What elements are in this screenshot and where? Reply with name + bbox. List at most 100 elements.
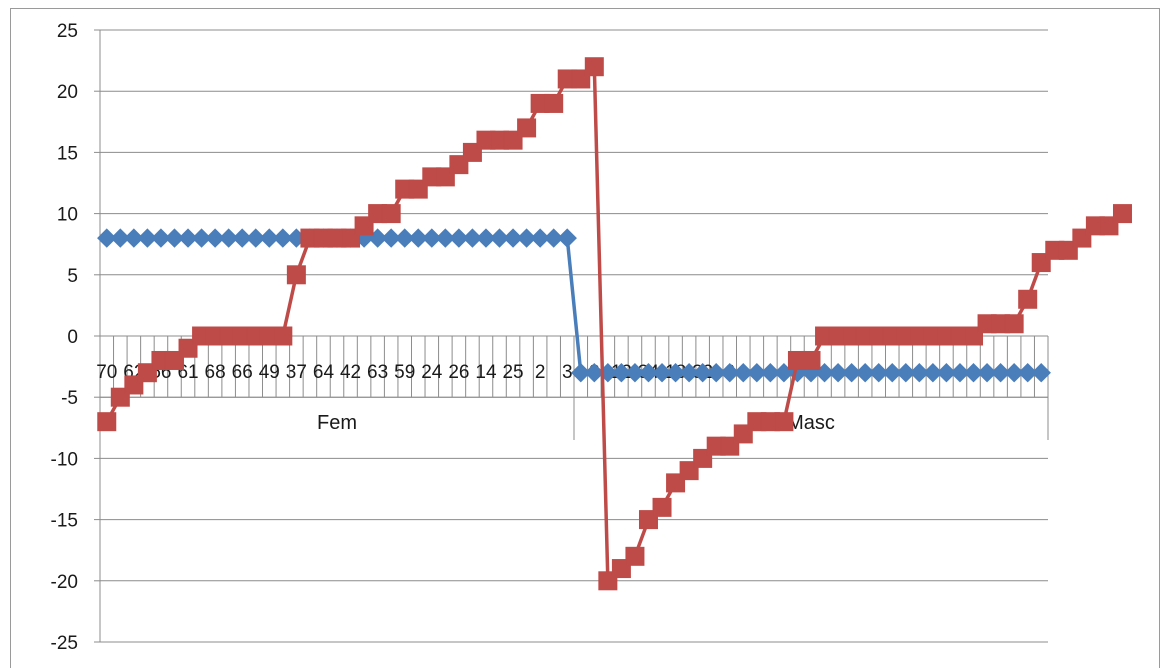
y-tick-label: -15 xyxy=(51,511,78,532)
data-point-square xyxy=(544,93,564,113)
y-tick-label: -25 xyxy=(51,633,78,653)
data-point-diamond xyxy=(137,228,158,248)
x-tick-label: 25 xyxy=(502,362,523,383)
y-tick-label: -10 xyxy=(51,449,78,470)
data-point-diamond xyxy=(408,228,428,248)
data-point-diamond xyxy=(205,228,225,248)
data-point-diamond xyxy=(692,363,713,383)
data-point-diamond xyxy=(530,228,550,248)
data-point-diamond xyxy=(990,363,1011,383)
gridlines xyxy=(100,29,1048,643)
data-point-diamond xyxy=(611,363,632,383)
data-point-square xyxy=(584,57,604,77)
x-tick-label: 42 xyxy=(340,362,361,383)
x-tick-label: 26 xyxy=(448,362,469,383)
data-point-diamond xyxy=(869,363,889,383)
data-point-square xyxy=(517,118,537,138)
data-point-diamond xyxy=(97,228,117,248)
data-point-diamond xyxy=(706,363,726,383)
data-point-diamond xyxy=(246,228,266,248)
data-point-diamond xyxy=(896,363,916,383)
data-point-diamond xyxy=(977,363,997,383)
y-tick-label: 10 xyxy=(57,205,78,226)
data-point-square xyxy=(1004,314,1024,334)
data-point-diamond xyxy=(178,228,198,248)
data-point-diamond xyxy=(571,363,591,383)
data-point-diamond xyxy=(584,363,605,383)
x-tick-label: 70 xyxy=(96,362,117,383)
x-tick-label: 59 xyxy=(394,362,415,383)
data-point-diamond xyxy=(543,228,564,248)
y-tick-label: -20 xyxy=(51,572,78,593)
data-point-diamond xyxy=(124,228,144,248)
group-labels: Fem Masc xyxy=(317,412,835,434)
data-point-diamond xyxy=(638,363,659,383)
data-point-diamond xyxy=(923,363,943,383)
data-point-diamond xyxy=(855,363,875,383)
series-line xyxy=(105,64,1124,583)
data-point-diamond xyxy=(625,363,645,383)
y-tick-label: 20 xyxy=(57,82,78,103)
y-tick-label: 0 xyxy=(67,327,78,348)
data-point-diamond xyxy=(110,228,131,248)
data-point-square xyxy=(273,326,293,346)
group-label: Masc xyxy=(787,412,835,434)
data-point-square xyxy=(1018,289,1038,309)
chart-frame xyxy=(10,8,1160,668)
data-point-diamond xyxy=(259,228,279,248)
data-point-diamond xyxy=(191,228,212,248)
data-point-diamond xyxy=(462,228,483,248)
x-tick-label: 66 xyxy=(232,362,253,383)
data-point-diamond xyxy=(489,228,510,248)
data-point-square xyxy=(652,497,672,517)
data-point-diamond xyxy=(909,363,930,383)
data-point-diamond xyxy=(503,228,523,248)
x-tick-label: 24 xyxy=(421,362,443,383)
data-point-diamond xyxy=(733,363,753,383)
series-2 xyxy=(97,57,1132,591)
data-point-diamond xyxy=(516,228,537,248)
data-point-diamond xyxy=(1017,363,1038,383)
data-point-diamond xyxy=(449,228,469,248)
data-point-diamond xyxy=(435,228,456,248)
data-point-diamond xyxy=(557,228,577,248)
data-point-diamond xyxy=(760,363,781,383)
data-point-diamond xyxy=(151,228,171,248)
data-point-diamond xyxy=(950,363,970,383)
axes xyxy=(94,29,1049,643)
data-point-diamond xyxy=(679,363,699,383)
data-point-diamond xyxy=(747,363,767,383)
data-point-diamond xyxy=(963,363,984,383)
y-tick-labels: 25 20 15 10 5 0 -5 -10 -15 -20 -25 xyxy=(51,21,78,653)
y-tick-label: -5 xyxy=(61,388,78,409)
y-tick-label: 25 xyxy=(57,21,78,42)
data-point-diamond xyxy=(476,228,496,248)
data-point-square xyxy=(774,412,794,432)
data-point-diamond xyxy=(720,363,740,383)
data-point-diamond xyxy=(218,228,239,248)
y-tick-label: 5 xyxy=(67,266,78,287)
data-point-diamond xyxy=(1031,363,1051,383)
group-label: Fem xyxy=(317,412,357,434)
data-point-diamond xyxy=(164,228,185,248)
data-point-diamond xyxy=(381,228,401,248)
data-point-diamond xyxy=(1004,363,1024,383)
data-point-diamond xyxy=(422,228,442,248)
x-tick-label: 64 xyxy=(313,362,335,383)
data-point-square xyxy=(1112,204,1132,224)
x-tick-label: 63 xyxy=(367,362,388,383)
x-tick-label: 2 xyxy=(535,362,546,383)
series-layer xyxy=(97,57,1132,591)
y-tick-label: 15 xyxy=(57,143,78,164)
data-point-diamond xyxy=(936,363,957,383)
data-point-diamond xyxy=(395,228,415,248)
data-point-diamond xyxy=(841,363,862,383)
data-point-diamond xyxy=(652,363,672,383)
data-point-square xyxy=(286,265,306,285)
data-point-square xyxy=(97,412,117,432)
data-point-diamond xyxy=(232,228,252,248)
x-tick-label: 49 xyxy=(259,362,280,383)
x-tick-label: 68 xyxy=(205,362,226,383)
x-tick-label: 14 xyxy=(475,362,497,383)
data-point-diamond xyxy=(273,228,293,248)
